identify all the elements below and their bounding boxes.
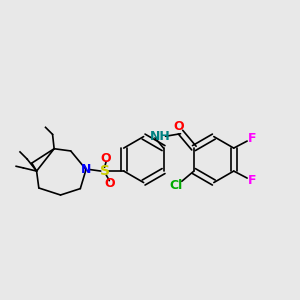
Text: O: O — [174, 120, 184, 133]
Text: F: F — [248, 132, 256, 145]
Text: N: N — [81, 163, 91, 176]
Text: Cl: Cl — [170, 179, 183, 192]
Text: NH: NH — [149, 130, 170, 143]
Text: O: O — [101, 152, 112, 165]
Text: O: O — [104, 177, 115, 190]
Text: F: F — [248, 174, 256, 187]
Text: S: S — [100, 164, 110, 178]
